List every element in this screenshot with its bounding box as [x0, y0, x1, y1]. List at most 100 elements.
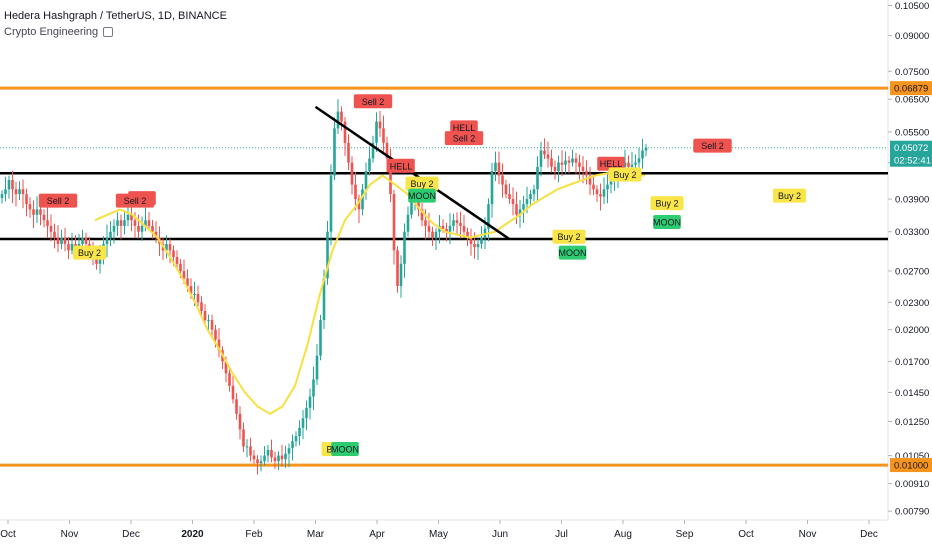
- candle-body: [56, 237, 60, 244]
- candle-body: [518, 209, 522, 215]
- candle-body: [84, 237, 88, 244]
- candle-body: [67, 243, 70, 251]
- signal-sell-badge: [693, 138, 732, 153]
- x-tick-label: Nov: [61, 529, 79, 540]
- y-tick-label: 0.03300: [895, 227, 929, 238]
- y-tick-label: 0.01250: [895, 417, 929, 428]
- indicator-name: Crypto Engineering: [4, 26, 99, 38]
- candle-body: [287, 448, 291, 454]
- candle-body: [105, 237, 109, 244]
- candle-body: [536, 166, 539, 190]
- candle-body: [256, 459, 259, 464]
- candle-body: [242, 429, 245, 447]
- candle-body: [235, 399, 238, 414]
- candle-body: [637, 158, 641, 163]
- candle-body: [347, 142, 350, 163]
- candle-body: [459, 223, 462, 226]
- x-tick-label: May: [429, 529, 448, 540]
- trendline[interactable]: [314, 105, 510, 240]
- candle-body: [280, 455, 284, 460]
- candle-body: [168, 243, 172, 251]
- signal-label: Sell 2: [362, 97, 385, 107]
- y-tick-label: 0.09000: [895, 31, 929, 42]
- candle-body: [298, 427, 301, 437]
- candle-body: [431, 231, 434, 238]
- candle-body: [452, 220, 455, 226]
- signal-moon-badge: [331, 442, 359, 457]
- y-tick-label: 0.06500: [895, 95, 929, 106]
- candle-body: [581, 166, 585, 172]
- candle-body: [11, 179, 14, 190]
- x-tick-label: Mar: [307, 529, 325, 540]
- candle-body: [238, 413, 242, 430]
- candle-body: [81, 237, 84, 244]
- candle-body: [546, 154, 550, 159]
- candle-body: [340, 111, 343, 122]
- candle-body: [441, 225, 445, 229]
- candle-body: [301, 418, 305, 428]
- candle-body: [18, 189, 21, 195]
- signal-buy-badge: [650, 196, 684, 211]
- y-tick-label: 0.01700: [895, 357, 929, 368]
- level-price-tag: [890, 458, 932, 473]
- candle-body: [602, 189, 606, 197]
- candle-body: [497, 162, 501, 176]
- candle-body: [60, 237, 63, 244]
- candle-body: [480, 237, 483, 244]
- countdown-label: 02:52:41: [894, 156, 931, 167]
- candle-body: [116, 220, 119, 226]
- candle-body: [179, 263, 182, 271]
- candle-body: [200, 302, 203, 311]
- signal-label: Sell 2: [124, 196, 147, 206]
- candle-body: [392, 194, 396, 251]
- signal-sell-badge: [38, 193, 78, 208]
- candle-body: [550, 158, 553, 167]
- candle-body: [560, 162, 564, 165]
- candle-body: [196, 293, 200, 303]
- candle-body: [427, 225, 431, 232]
- candle-body: [182, 270, 186, 279]
- candle-body: [371, 142, 375, 159]
- candle-body: [361, 189, 364, 210]
- candle-body: [368, 158, 371, 172]
- candle-body: [585, 171, 588, 176]
- candle-body: [312, 379, 315, 397]
- eye-icon[interactable]: [103, 27, 114, 38]
- signal-label: MOON: [559, 248, 587, 258]
- indicator-row[interactable]: Crypto Engineering: [4, 24, 227, 40]
- candle-body: [455, 220, 459, 224]
- signal-label: Sell 2: [701, 141, 724, 151]
- signal-moon-badge: [653, 215, 681, 230]
- candle-body: [350, 162, 354, 185]
- signal-sell-badge: [353, 94, 393, 109]
- candle-body: [35, 209, 39, 215]
- candle-body: [578, 162, 581, 167]
- candle-body: [504, 184, 508, 195]
- candle-body: [228, 373, 231, 386]
- x-tick-label: Sep: [676, 529, 694, 540]
- candle-body: [511, 199, 515, 205]
- signal-label: Buy 2: [778, 191, 801, 201]
- moving-average-line: [94, 172, 645, 415]
- candle-body: [322, 278, 326, 321]
- signal-label: MOON: [408, 191, 436, 201]
- candle-body: [641, 150, 644, 159]
- candle-body: [473, 243, 476, 248]
- signal-buy-badge: [773, 188, 806, 203]
- candle-body: [567, 160, 571, 163]
- candle-body: [214, 329, 217, 340]
- candle-body: [424, 220, 427, 226]
- candle-body: [277, 455, 280, 462]
- candle-body: [494, 162, 497, 172]
- candle-body: [252, 455, 256, 460]
- candle-body: [592, 184, 595, 190]
- candle-body: [445, 228, 448, 232]
- candle-body: [515, 204, 518, 215]
- signal-sell-badge: [444, 131, 484, 146]
- candle-body: [119, 220, 123, 226]
- signal-label: Sell 2: [47, 196, 70, 206]
- candle-body: [588, 175, 592, 185]
- signal-label: Buy 2: [557, 232, 580, 242]
- candle-body: [28, 204, 32, 210]
